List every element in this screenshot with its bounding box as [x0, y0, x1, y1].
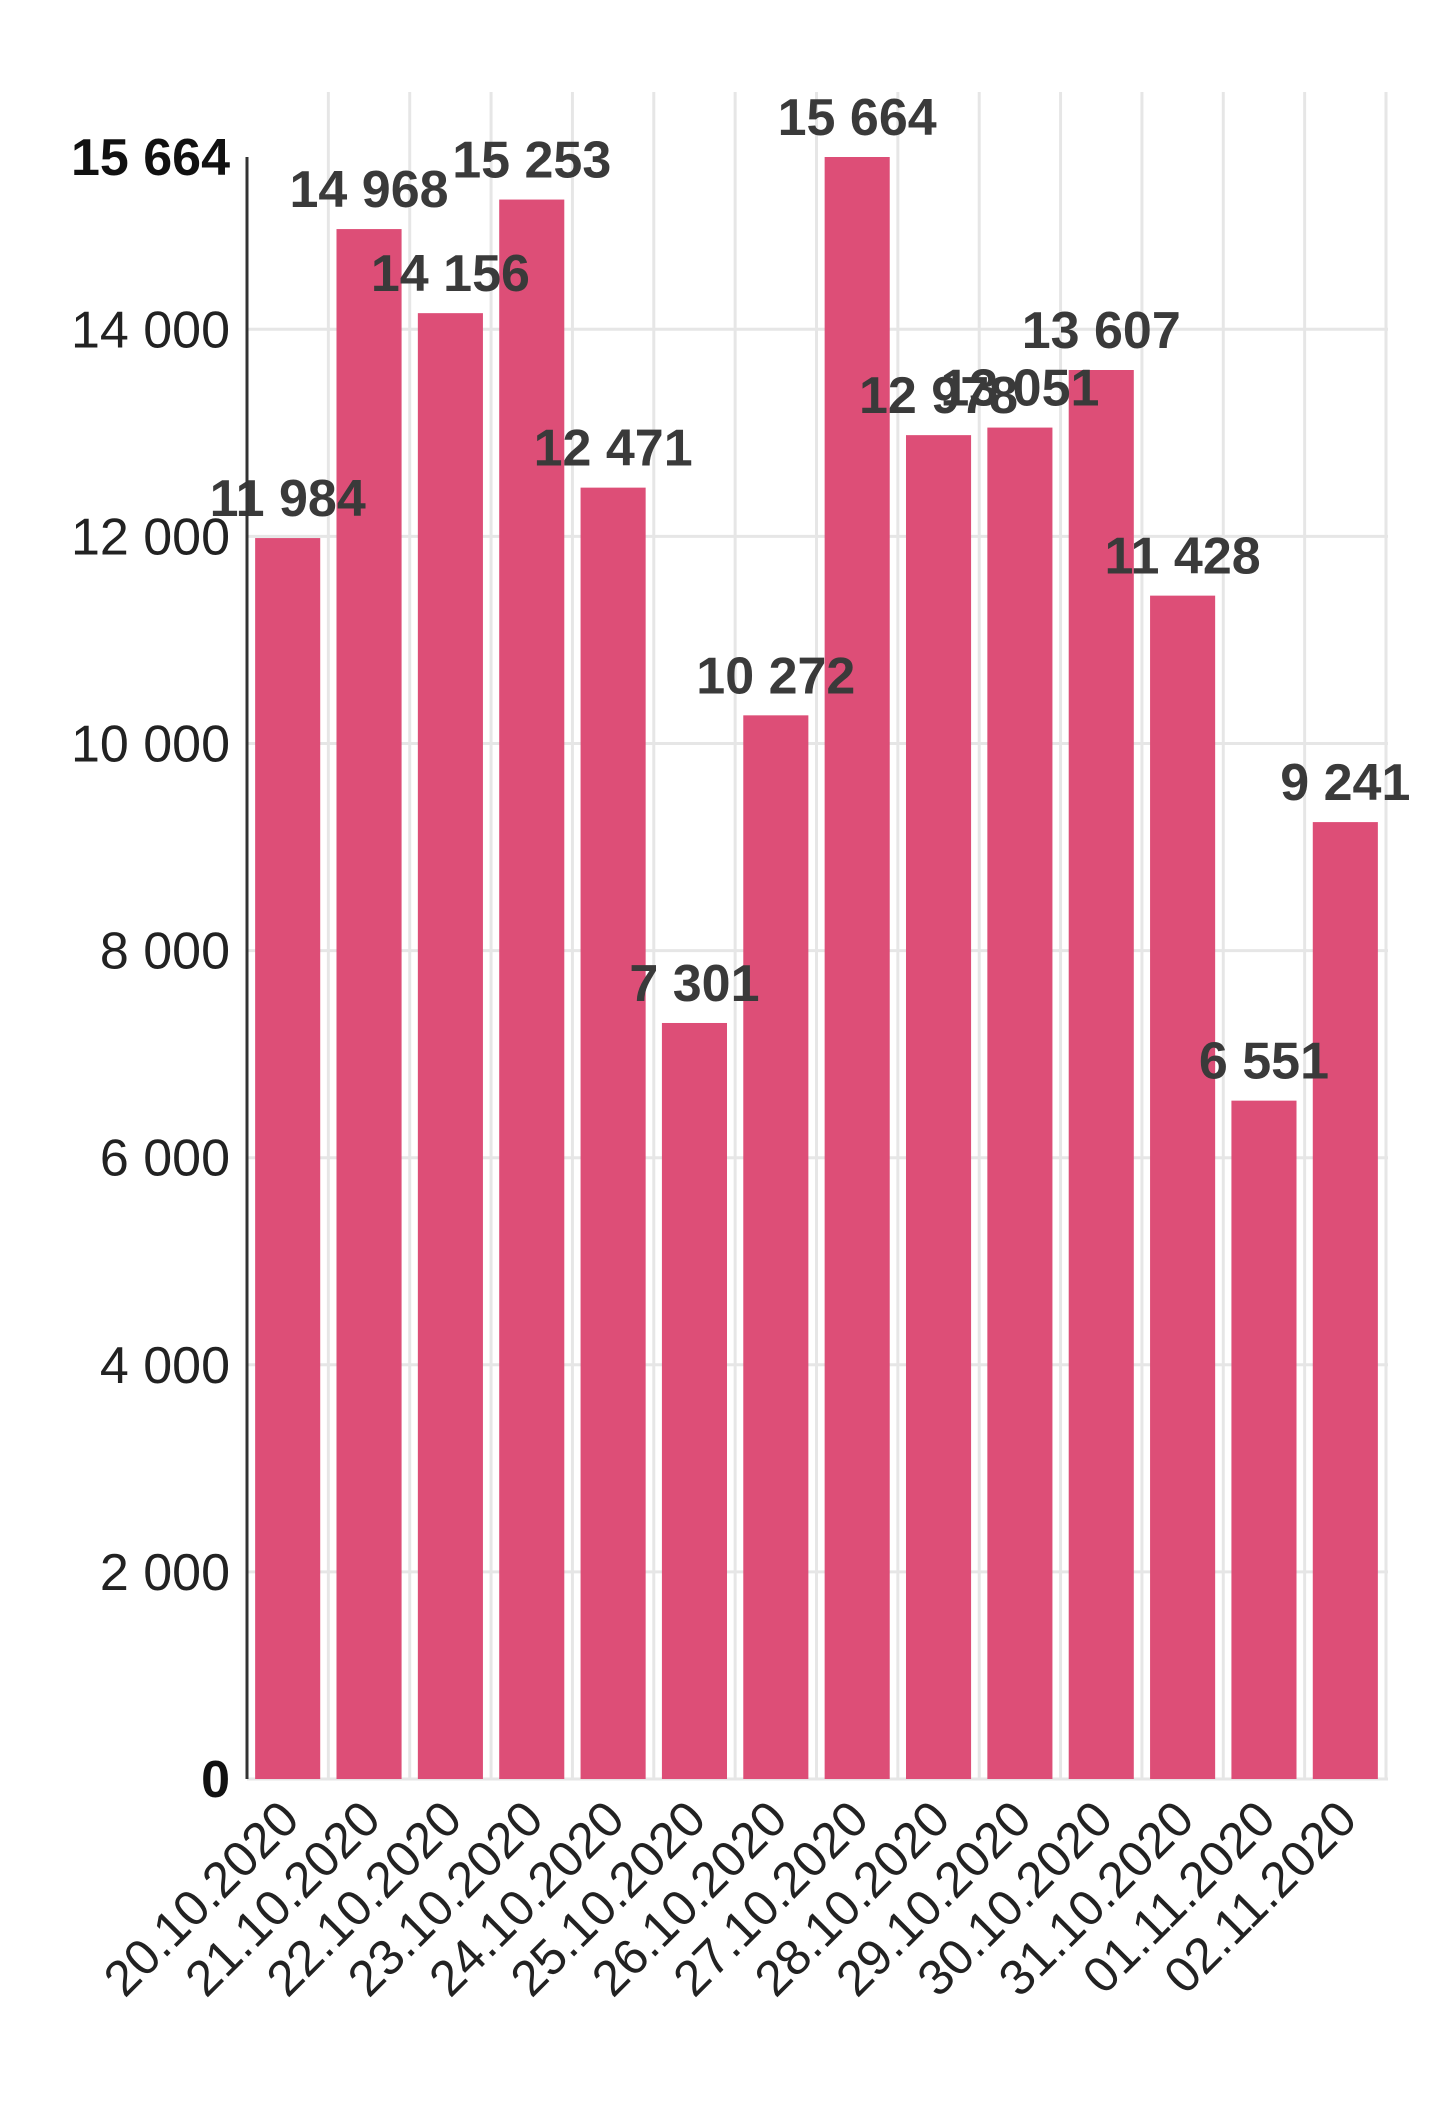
- bar: [743, 715, 809, 1779]
- bar: [1312, 822, 1378, 1779]
- bar: [905, 435, 972, 1780]
- y-tick-label: 14 000: [71, 301, 230, 359]
- bar-value-label: 13 051: [940, 360, 1099, 418]
- bar: [824, 157, 890, 1779]
- y-tick-label: 2 000: [100, 1544, 230, 1602]
- y-axis: 0 2 000 4 000 6 000 8 000 10 000 12 000 14 000 1…: [71, 129, 249, 1809]
- y-tick-label: 8 000: [100, 923, 230, 981]
- y-tick-label: 12 000: [71, 508, 230, 566]
- bar-value-label: 14 968: [290, 161, 449, 219]
- bar-value-label: 11 984: [210, 470, 366, 528]
- y-tick-label: 0: [201, 1751, 230, 1809]
- bars: [255, 157, 1378, 1780]
- bar-value-label: 10 272: [696, 647, 855, 705]
- bar: [661, 1022, 728, 1779]
- x-axis: 20.10.202021.10.202022.10.202023.10.2020…: [93, 1790, 1367, 2007]
- bar-value-label: 12 978: [859, 367, 1018, 425]
- bar: [987, 427, 1053, 1779]
- bar-value-label: 9 241: [1280, 754, 1410, 812]
- bar: [499, 199, 565, 1780]
- bar-value-label: 6 551: [1199, 1033, 1329, 1091]
- bar: [255, 538, 321, 1780]
- bar-value-label: 14 156: [371, 245, 530, 303]
- bar-value-label: 12 471: [534, 420, 693, 478]
- bar-value-label: 15 664: [778, 89, 937, 147]
- bar-value-label: 11 428: [1105, 528, 1261, 586]
- bar-value-labels: 11 984 14 968 14 156 15 253 12 471 7 301 10 27…: [210, 89, 1411, 1091]
- bar-value-label: 15 253: [452, 132, 611, 190]
- y-tick-label: 15 664: [71, 129, 230, 187]
- y-tick-label: 10 000: [71, 716, 230, 774]
- y-tick-label: 6 000: [100, 1130, 230, 1188]
- y-tick-label: 4 000: [100, 1337, 230, 1395]
- bar: [336, 229, 402, 1780]
- bar: [1231, 1100, 1297, 1779]
- bar-value-label: 7 301: [629, 955, 759, 1013]
- bar: [1068, 370, 1134, 1779]
- bar: [580, 487, 646, 1780]
- bar: [417, 313, 483, 1779]
- bar-value-label: 13 607: [1022, 302, 1181, 360]
- bar: [1150, 595, 1216, 1779]
